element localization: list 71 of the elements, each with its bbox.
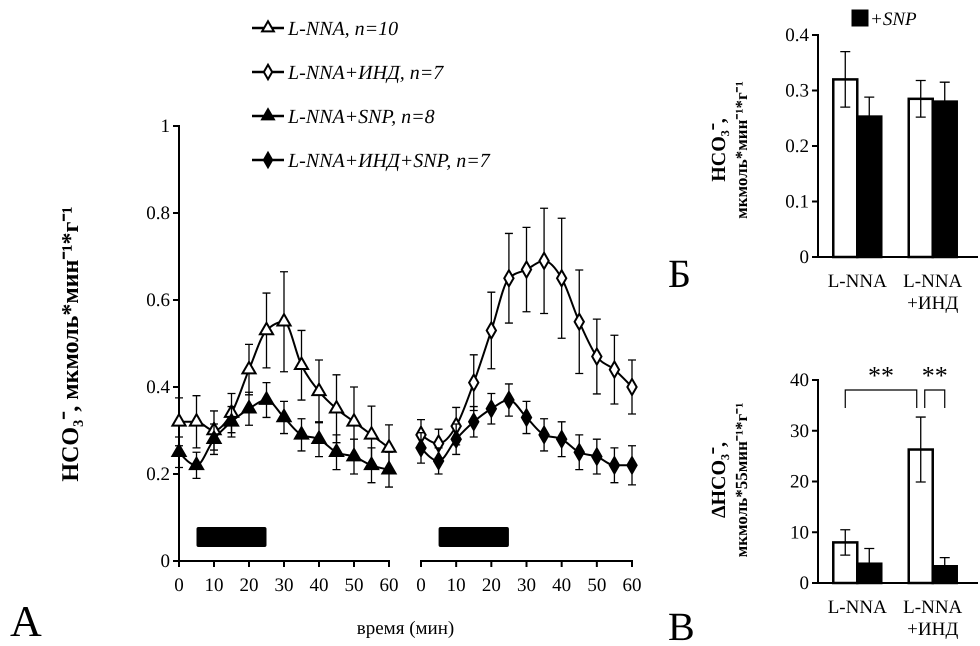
point	[188, 456, 204, 470]
x-tick-label: 50	[587, 574, 606, 596]
point	[188, 413, 204, 427]
point	[276, 408, 292, 422]
y-tick-label: 40	[790, 370, 809, 392]
x-tick-label: 60	[380, 574, 398, 596]
point	[276, 313, 292, 327]
x-tick-label: L-NNA	[828, 597, 888, 618]
legend-label: L-NNA+SNP, n=8	[287, 106, 435, 128]
y-tick-label: 0	[800, 247, 809, 268]
point	[171, 444, 187, 458]
y-tick-label: 0.2	[146, 464, 170, 486]
y-tick-label: 0.8	[146, 203, 170, 224]
x-tick-label: 10	[446, 574, 466, 596]
x-tick-label: 20	[240, 574, 258, 596]
x-tick-label: 0	[416, 574, 426, 596]
x-axis-title: время (мин)	[356, 618, 454, 639]
y-axis-title: HCO₃⁻, мкмоль*мин⁻¹*г⁻¹	[708, 81, 751, 219]
point	[258, 391, 274, 405]
y-axis-title: HCO₃⁻, мкмоль*мин⁻¹*г⁻¹	[58, 206, 84, 482]
y-axis-title: ΔHCO₃⁻, мкмоль*55мин⁻¹*г⁻¹	[708, 402, 751, 558]
x-tick-label: 50	[344, 574, 364, 596]
legend-label: L-NNA+ИНД+SNP, n=7	[287, 150, 491, 172]
point	[364, 456, 380, 470]
y-tick-label: 0.4	[146, 377, 170, 398]
y-tick-label: 1	[160, 116, 170, 138]
x-tick-label: 30	[517, 574, 536, 596]
y-tick-label: 20	[790, 472, 809, 493]
x-tick-label: 40	[310, 574, 328, 596]
x-tick-label: L-NNA +ИНД	[903, 597, 963, 640]
x-tick-label: L-NNA +ИНД	[903, 271, 963, 314]
annotation: **	[868, 361, 894, 390]
point	[171, 413, 187, 427]
point	[364, 426, 380, 440]
x-tick-label: 40	[552, 574, 572, 596]
y-tick-label: 10	[790, 522, 809, 544]
legend-label: L-NNA+ИНД, n=7	[287, 62, 444, 84]
x-tick-label: 20	[482, 574, 501, 596]
point	[346, 413, 362, 427]
point	[311, 430, 327, 444]
point	[294, 426, 310, 440]
y-tick-label: 0.6	[146, 290, 170, 312]
legend-label: L-NNA, n=10	[287, 18, 398, 40]
point	[241, 400, 257, 414]
legend-label: +SNP	[870, 9, 917, 30]
point	[294, 356, 310, 370]
point	[311, 382, 327, 396]
point	[241, 361, 257, 374]
y-tick-label: 0.2	[785, 136, 809, 158]
x-tick-label: 0	[174, 574, 184, 596]
x-tick-label: L-NNA	[828, 271, 888, 292]
annotation: **	[922, 361, 948, 390]
text: Б	[668, 251, 691, 296]
x-tick-label: 30	[274, 574, 294, 596]
x-tick-label: 60	[622, 574, 642, 596]
point	[206, 430, 222, 444]
y-tick-label: 30	[790, 420, 809, 442]
point	[381, 439, 397, 453]
point	[258, 322, 274, 336]
point	[224, 413, 240, 427]
point	[328, 444, 344, 458]
point	[381, 461, 397, 474]
text: В	[668, 604, 695, 646]
y-tick-label: 0.3	[785, 80, 809, 102]
x-tick-label: 10	[204, 574, 224, 596]
y-tick-label: 0.1	[785, 192, 809, 213]
y-tick-label: 0	[160, 551, 170, 572]
y-tick-label: 0.4	[785, 25, 810, 46]
point	[328, 400, 344, 414]
point	[346, 448, 362, 462]
text: А	[10, 597, 42, 646]
